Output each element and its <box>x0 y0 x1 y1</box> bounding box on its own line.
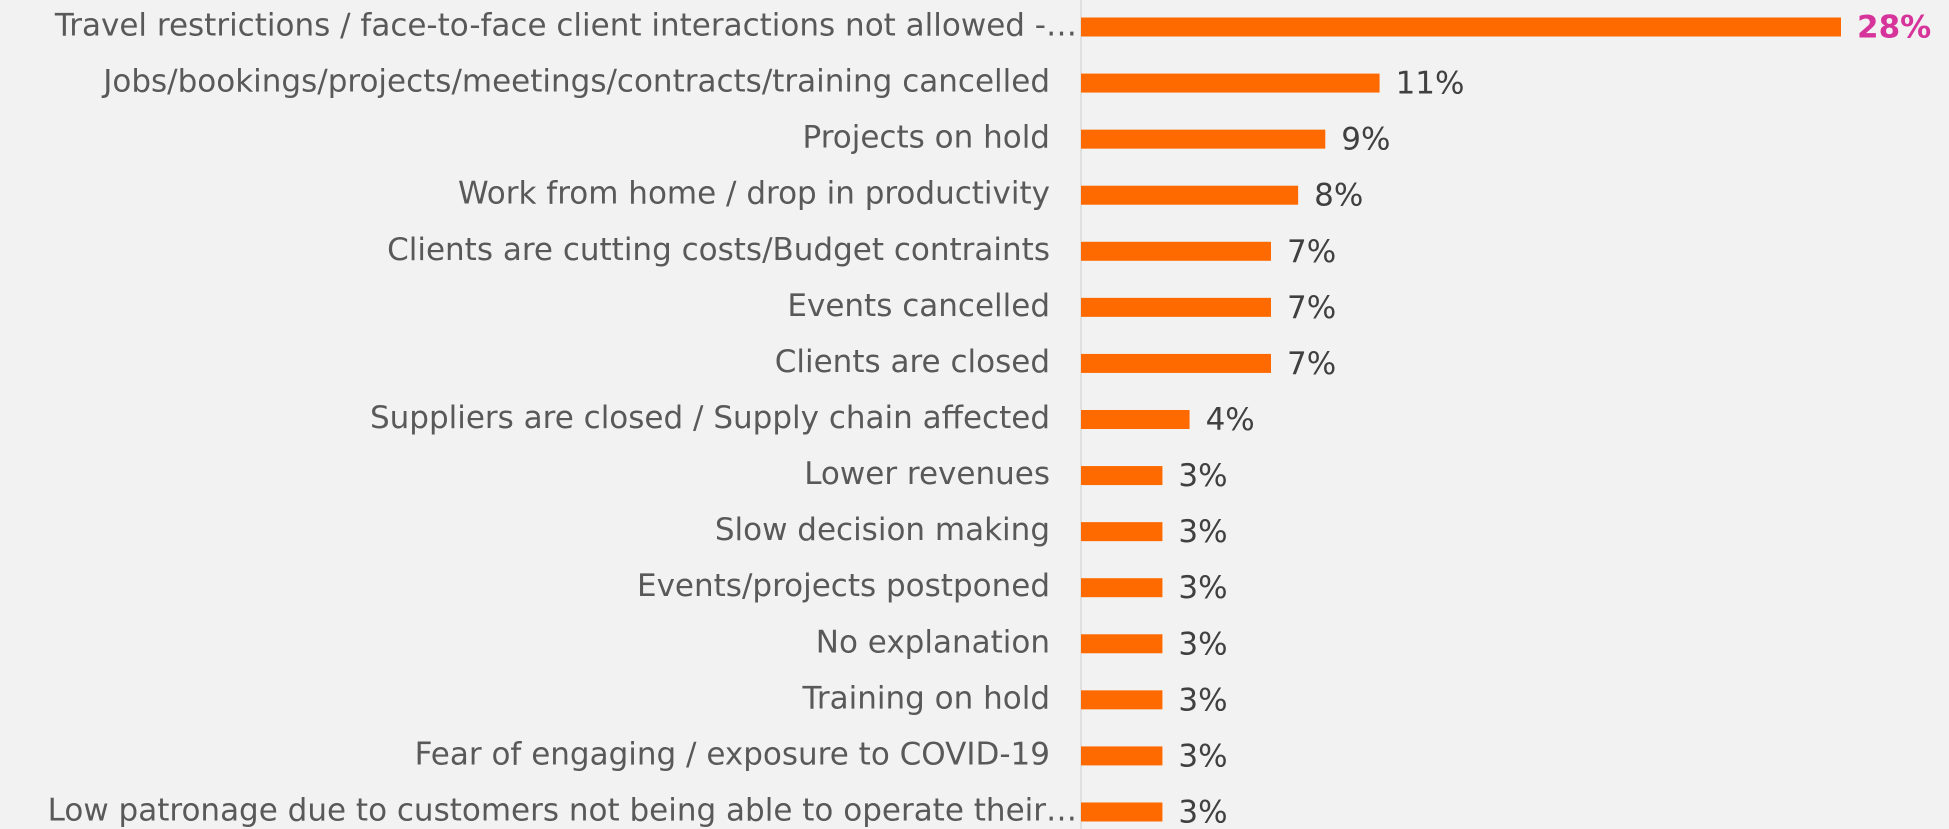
category-label: Clients are closed <box>775 344 1050 380</box>
bar <box>1081 634 1163 654</box>
category-label: No explanation <box>816 624 1050 660</box>
value-label: 3% <box>1178 458 1227 494</box>
value-label: 3% <box>1178 626 1227 662</box>
value-label: 11% <box>1396 66 1465 102</box>
bar <box>1081 466 1163 486</box>
value-label: 7% <box>1287 234 1336 270</box>
bar <box>1081 129 1326 149</box>
category-label: Clients are cutting costs/Budget contrai… <box>387 232 1050 268</box>
bar <box>1081 185 1299 205</box>
value-label: 9% <box>1341 122 1390 158</box>
category-label: Travel restrictions / face-to-face clien… <box>54 8 1077 44</box>
bar <box>1081 690 1163 710</box>
value-label: 3% <box>1178 570 1227 606</box>
value-label: 28% <box>1857 10 1931 46</box>
value-label: 4% <box>1206 402 1255 438</box>
value-label: 3% <box>1178 514 1227 550</box>
category-label: Lower revenues <box>804 456 1050 492</box>
value-label: 8% <box>1314 178 1363 214</box>
category-label: Events/projects postponed <box>637 568 1050 604</box>
bar <box>1081 802 1163 822</box>
category-label: Fear of engaging / exposure to COVID-19 <box>415 736 1050 772</box>
bar <box>1081 297 1271 317</box>
bar <box>1081 409 1190 429</box>
value-label: 3% <box>1178 738 1227 774</box>
bar <box>1081 746 1163 766</box>
value-label: 3% <box>1178 682 1227 718</box>
value-label: 3% <box>1178 794 1227 829</box>
bar <box>1081 353 1271 373</box>
category-label: Suppliers are closed / Supply chain affe… <box>370 400 1050 436</box>
category-label: Jobs/bookings/projects/meetings/contract… <box>101 64 1050 100</box>
category-label: Training on hold <box>801 680 1050 716</box>
category-label: Low patronage due to customers not being… <box>48 792 1077 828</box>
bar <box>1081 241 1271 261</box>
category-label: Slow decision making <box>715 512 1050 548</box>
value-label: 7% <box>1287 346 1336 382</box>
bar <box>1081 73 1380 93</box>
category-label: Work from home / drop in productivity <box>458 176 1050 212</box>
category-label: Events cancelled <box>787 288 1050 324</box>
value-label: 7% <box>1287 290 1336 326</box>
category-label: Projects on hold <box>803 120 1050 156</box>
bar <box>1081 578 1163 598</box>
bar <box>1081 17 1841 37</box>
bar <box>1081 522 1163 542</box>
